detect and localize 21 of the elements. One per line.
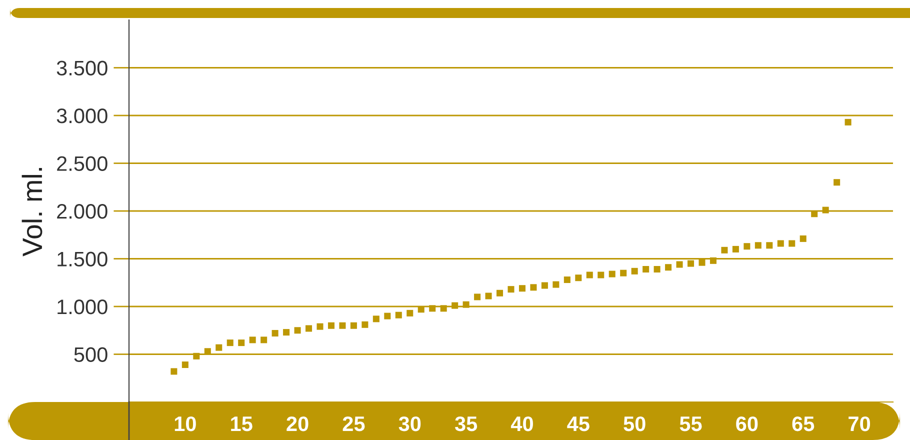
y-tick-label: 3.500 — [56, 60, 108, 76]
y-tick-label: 1.500 — [58, 252, 108, 267]
x-tick-label: 25 — [342, 416, 365, 432]
x-tick-label: 40 — [510, 416, 533, 432]
x-tick-label: 35 — [454, 416, 478, 432]
y-tick-label: 3.000 — [56, 108, 108, 124]
x-tick-label: 10 — [174, 416, 196, 432]
y-tick-label: 500 — [74, 347, 108, 362]
x-tick-label: 30 — [398, 416, 421, 432]
x-tick-label: 45 — [567, 416, 590, 432]
x-tick-label: 55 — [680, 416, 702, 432]
y-tick-label: 1.000 — [58, 300, 108, 314]
x-tick-label: 20 — [286, 416, 308, 432]
y-axis-title: Vol. ml. — [22, 168, 42, 256]
x-tick-label: 60 — [736, 416, 758, 432]
y-tick-label: 2.000 — [57, 204, 108, 219]
x-tick-label: 70 — [848, 416, 870, 432]
x-tick-label: 50 — [624, 416, 646, 432]
x-tick-label: 65 — [792, 416, 814, 432]
y-tick-label: 2.500 — [57, 156, 108, 172]
x-tick-label: 15 — [231, 416, 252, 432]
